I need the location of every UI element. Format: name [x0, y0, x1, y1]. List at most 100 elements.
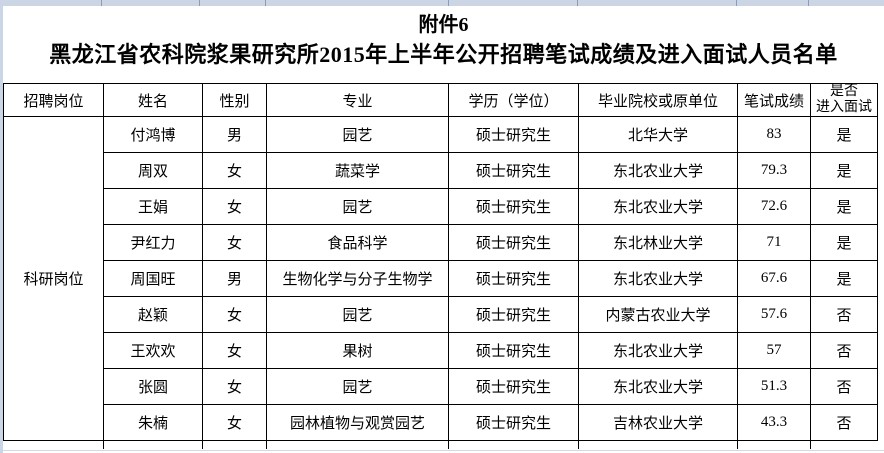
grid-divider	[448, 0, 449, 6]
table-row: 赵颖 女 园艺 硕士研究生 内蒙古农业大学 57.6 否	[4, 296, 878, 333]
header-gender: 性别	[202, 83, 267, 117]
interview-cell: 否	[810, 296, 878, 333]
grid-divider	[265, 0, 266, 6]
header-interview-line1: 是否	[830, 84, 858, 100]
grid-divider	[266, 441, 267, 449]
table-row: 周国旺 男 生物化学与分子生物学 硕士研究生 东北农业大学 67.6 是	[4, 260, 878, 297]
table-row: 张圆 女 园艺 硕士研究生 东北农业大学 51.3 否	[4, 368, 878, 405]
school-cell: 东北农业大学	[578, 332, 738, 369]
major-cell: 园艺	[266, 368, 449, 405]
results-table: 招聘岗位 姓名 性别 专业 学历（学位） 毕业院校或原单位 笔试成绩 是否 进入…	[3, 83, 878, 441]
header-interview: 是否 进入面试	[810, 83, 878, 117]
degree-cell: 硕士研究生	[448, 116, 579, 153]
table-row: 朱楠 女 园林植物与观赏园艺 硕士研究生 吉林农业大学 43.3 否	[4, 404, 878, 441]
gender-cell: 女	[202, 296, 267, 333]
spreadsheet-left-margin	[0, 6, 3, 453]
score-cell: 83	[737, 116, 811, 153]
grid-divider	[103, 441, 104, 449]
interview-cell: 否	[810, 332, 878, 369]
grid-divider	[101, 0, 102, 6]
score-cell: 43.3	[737, 404, 811, 441]
major-cell: 果树	[266, 332, 449, 369]
page-title: 黑龙江省农科院浆果研究所2015年上半年公开招聘笔试成绩及进入面试人员名单	[49, 42, 838, 67]
degree-cell: 硕士研究生	[448, 296, 579, 333]
grid-divider	[448, 441, 449, 449]
header-major: 专业	[266, 83, 449, 117]
grid-divider	[199, 0, 200, 6]
header-row: 招聘岗位 姓名 性别 专业 学历（学位） 毕业院校或原单位 笔试成绩 是否 进入…	[3, 83, 878, 117]
name-cell: 周国旺	[103, 260, 203, 297]
degree-cell: 硕士研究生	[448, 368, 579, 405]
school-cell: 内蒙古农业大学	[578, 296, 738, 333]
spreadsheet-bottom-margin	[3, 441, 884, 453]
gender-cell: 女	[202, 224, 267, 261]
score-cell: 71	[737, 224, 811, 261]
header-school: 毕业院校或原单位	[578, 83, 738, 117]
school-cell: 东北农业大学	[578, 152, 738, 189]
name-cell: 付鸿博	[103, 116, 203, 153]
interview-cell: 是	[810, 224, 878, 261]
school-cell: 东北农业大学	[578, 188, 738, 225]
gender-cell: 女	[202, 188, 267, 225]
table-row: 王欢欢 女 果树 硕士研究生 东北农业大学 57 否	[4, 332, 878, 369]
grid-divider	[808, 0, 809, 6]
grid-divider	[737, 441, 738, 449]
major-cell: 园艺	[266, 296, 449, 333]
major-cell: 食品科学	[266, 224, 449, 261]
name-cell: 张圆	[103, 368, 203, 405]
degree-cell: 硕士研究生	[448, 260, 579, 297]
grid-divider	[577, 0, 578, 6]
attachment-label: 附件6	[418, 14, 469, 36]
school-cell: 东北林业大学	[578, 224, 738, 261]
interview-cell: 是	[810, 152, 878, 189]
grid-divider	[3, 450, 884, 451]
score-cell: 72.6	[737, 188, 811, 225]
document-area: 附件6 黑龙江省农科院浆果研究所2015年上半年公开招聘笔试成绩及进入面试人员名…	[3, 6, 884, 441]
score-cell: 57	[737, 332, 811, 369]
major-cell: 园林植物与观赏园艺	[266, 404, 449, 441]
name-cell: 赵颖	[103, 296, 203, 333]
major-cell: 生物化学与分子生物学	[266, 260, 449, 297]
table-row: 尹红力 女 食品科学 硕士研究生 东北林业大学 71 是	[4, 224, 878, 261]
table-row: 周双 女 蔬菜学 硕士研究生 东北农业大学 79.3 是	[4, 152, 878, 189]
header-position: 招聘岗位	[3, 83, 104, 117]
degree-cell: 硕士研究生	[448, 332, 579, 369]
major-cell: 园艺	[266, 116, 449, 153]
gender-cell: 男	[202, 116, 267, 153]
degree-cell: 硕士研究生	[448, 404, 579, 441]
school-cell: 北华大学	[578, 116, 738, 153]
name-cell: 周双	[103, 152, 203, 189]
gender-cell: 男	[202, 260, 267, 297]
degree-cell: 硕士研究生	[448, 152, 579, 189]
header-interview-line2: 进入面试	[816, 100, 872, 115]
interview-cell: 是	[810, 188, 878, 225]
score-cell: 79.3	[737, 152, 811, 189]
degree-cell: 硕士研究生	[448, 224, 579, 261]
header-name: 姓名	[103, 83, 203, 117]
gender-cell: 女	[202, 152, 267, 189]
table-row: 王娟 女 园艺 硕士研究生 东北农业大学 72.6 是	[4, 188, 878, 225]
gender-cell: 女	[202, 404, 267, 441]
score-cell: 57.6	[737, 296, 811, 333]
grid-divider	[578, 441, 579, 449]
gender-cell: 女	[202, 332, 267, 369]
grid-divider	[736, 0, 737, 6]
major-cell: 蔬菜学	[266, 152, 449, 189]
position-group-cell: 科研岗位	[3, 116, 104, 441]
table-row: 科研岗位 付鸿博 男 园艺 硕士研究生 北华大学 83 是	[3, 116, 878, 441]
name-cell: 王娟	[103, 188, 203, 225]
name-cell: 尹红力	[103, 224, 203, 261]
name-cell: 王欢欢	[103, 332, 203, 369]
score-cell: 67.6	[737, 260, 811, 297]
header-degree: 学历（学位）	[448, 83, 579, 117]
school-cell: 吉林农业大学	[578, 404, 738, 441]
name-cell: 朱楠	[103, 404, 203, 441]
header-score: 笔试成绩	[737, 83, 811, 117]
interview-cell: 是	[810, 116, 878, 153]
gender-cell: 女	[202, 368, 267, 405]
degree-cell: 硕士研究生	[448, 188, 579, 225]
school-cell: 东北农业大学	[578, 260, 738, 297]
school-cell: 东北农业大学	[578, 368, 738, 405]
grid-divider	[810, 441, 811, 449]
